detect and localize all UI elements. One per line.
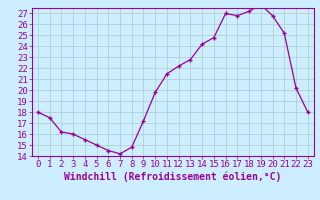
X-axis label: Windchill (Refroidissement éolien,°C): Windchill (Refroidissement éolien,°C): [64, 172, 282, 182]
